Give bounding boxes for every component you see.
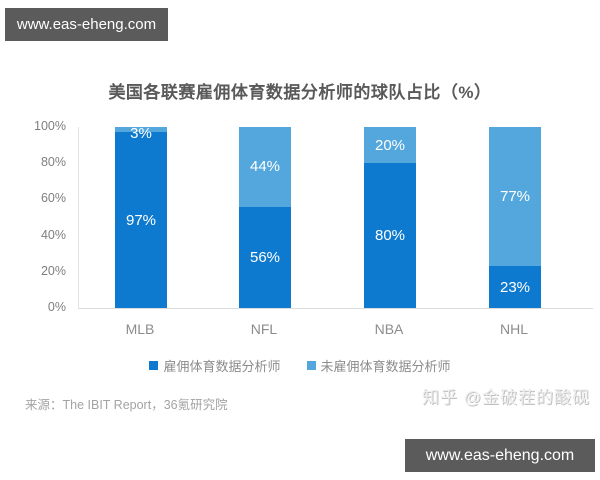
y-axis-tick: 100% [34, 119, 66, 133]
watermark-top: www.eas-eheng.com [5, 8, 168, 41]
y-axis-tick: 40% [40, 227, 66, 242]
bar-segment-nba-not-employed: 20% [364, 127, 416, 164]
bar-segment-mlb-not-employed: 3% [115, 125, 167, 142]
bar-value-label: 23% [499, 278, 531, 296]
legend-label: 未雇佣体育数据分析师 [320, 359, 451, 374]
x-axis-label-nfl: NFL [250, 321, 278, 337]
watermark-bottom-text: www.eas-eheng.com [425, 446, 575, 464]
bar-value-label: 97% [125, 211, 157, 229]
bar-value-label: 44% [249, 158, 281, 176]
legend-item: 未雇佣体育数据分析师 [306, 356, 451, 375]
legend-label: 雇佣体育数据分析师 [163, 359, 281, 374]
bar-segment-nba-employed: 80% [364, 163, 416, 308]
bar-value-label: 56% [249, 248, 281, 266]
legend-item: 雇佣体育数据分析师 [149, 356, 281, 375]
legend-swatch [306, 361, 316, 370]
bar-value-label: 20% [374, 136, 406, 154]
bar-segment-nfl-employed: 56% [239, 206, 291, 308]
legend-swatch [149, 361, 159, 370]
bar-value-label: 77% [499, 188, 531, 206]
x-axis-label-mlb: MLB [125, 321, 155, 337]
x-axis-label-nhl: NHL [499, 321, 528, 337]
bar-segment-nhl-not-employed: 77% [489, 127, 541, 267]
x-axis-label-nba: NBA [374, 321, 404, 337]
y-axis-tick: 60% [40, 191, 66, 206]
zhihu-watermark: 知乎 @金破茬的酸砚 [422, 388, 590, 407]
y-axis-tick: 20% [40, 263, 66, 278]
y-axis-tick: 80% [40, 155, 66, 170]
y-axis-tick: 0% [47, 300, 66, 314]
watermark-top-text: www.eas-eheng.com [16, 16, 157, 33]
source-note: 来源：The IBIT Report，36氪研究院 [25, 398, 228, 412]
legend: 雇佣体育数据分析师 未雇佣体育数据分析师 [0, 356, 600, 375]
chart-title: 美国各联赛雇佣体育数据分析师的球队占比（%） [108, 83, 492, 102]
bar-value-label: 80% [374, 227, 406, 245]
bar-segment-mlb-employed: 97% [115, 132, 167, 308]
plot-area: 97% 3% 56% 44% 80% 20% 23% 77% [78, 125, 593, 309]
bar-segment-nfl-not-employed: 44% [239, 127, 291, 207]
bar-value-label: 3% [130, 125, 152, 143]
bar-segment-nhl-employed: 23% [489, 266, 541, 308]
watermark-bottom: www.eas-eheng.com [405, 439, 595, 472]
